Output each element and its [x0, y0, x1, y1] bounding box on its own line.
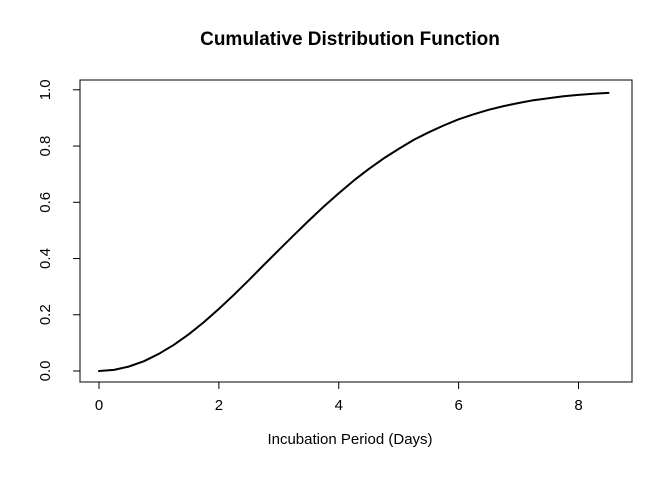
series-group — [98, 91, 610, 372]
x-tick-label: 6 — [454, 397, 462, 414]
x-tick-label: 8 — [574, 397, 582, 414]
plot-box — [79, 79, 633, 383]
y-axis: 0.0 0.2 0.4 0.6 0.8 1.0 — [37, 79, 80, 381]
x-tick-label: 4 — [335, 397, 343, 414]
y-tick-label: 0.6 — [37, 192, 54, 213]
y-tick-label: 1.0 — [37, 79, 54, 100]
y-tick-label: 0.0 — [37, 361, 54, 382]
y-tick-label: 0.4 — [37, 248, 54, 269]
x-axis-label: Incubation Period (Days) — [267, 431, 432, 448]
x-axis: 0 2 4 6 8 — [95, 382, 583, 414]
y-tick-label: 0.8 — [37, 136, 54, 157]
x-tick-label: 0 — [95, 397, 103, 414]
x-tick-label: 2 — [215, 397, 223, 414]
cdf-curve — [98, 91, 610, 372]
y-tick-label: 0.2 — [37, 304, 54, 325]
chart-title: Cumulative Distribution Function — [200, 29, 500, 50]
